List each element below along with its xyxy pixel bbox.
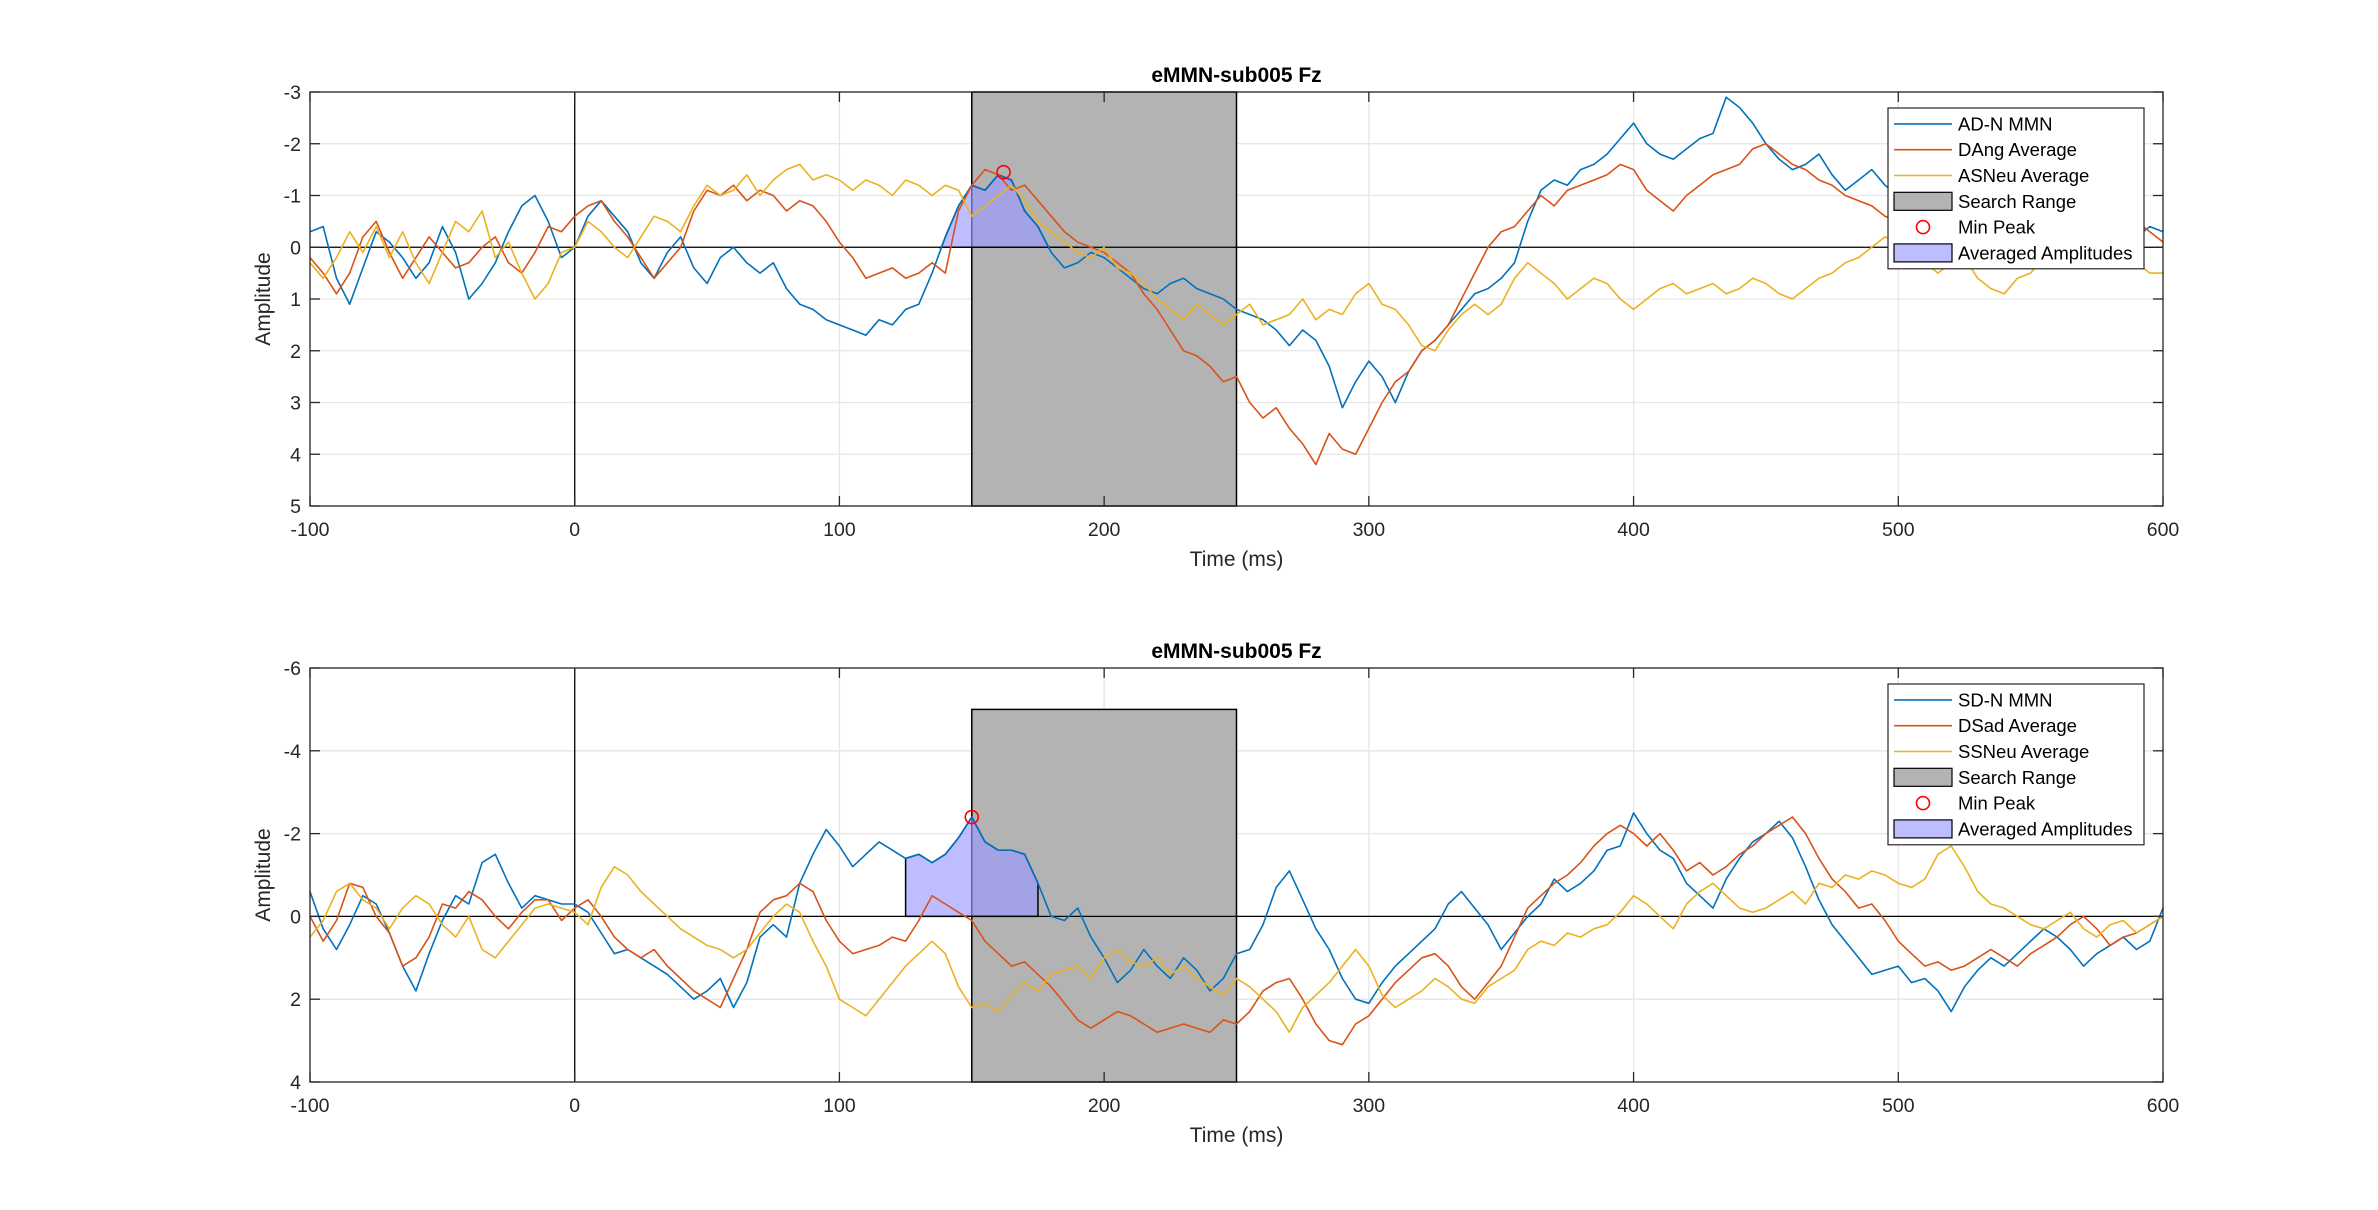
legend-label-series-3: SSNeu Average <box>1958 741 2089 762</box>
y-tick-label: -1 <box>284 186 301 208</box>
y-axis-label: Amplitude <box>252 252 275 345</box>
y-tick-label: 4 <box>290 444 301 466</box>
legend-swatch-search-range <box>1893 191 1953 211</box>
min-peak-marker <box>996 164 1011 180</box>
min-peak-layer <box>964 809 980 825</box>
legend-label-averaged-amplitudes: Averaged Amplitudes <box>1958 242 2133 263</box>
legend-label-search-range: Search Range <box>1958 191 2076 212</box>
y-tick-label: 2 <box>290 341 301 363</box>
x-tick-label: 0 <box>569 519 580 541</box>
legend-label-averaged-amplitudes: Averaged Amplitudes <box>1958 818 2133 839</box>
axes-top: -100 0 100 200 300 400 500 600 -3 -2 -1 0 1 2 3 4 5 eMM… <box>252 64 2179 571</box>
x-tick-label: 400 <box>1617 519 1650 541</box>
x-tick-label: 100 <box>823 1095 856 1117</box>
min-peak-marker <box>964 809 980 825</box>
x-tick-label: -100 <box>290 519 329 541</box>
axes-bottom: -100 0 100 200 300 400 500 600 -6 -4 -2 0 2 4 eMMN-s… <box>252 640 2179 1147</box>
legend-label-series-2: DSad Average <box>1958 715 2077 736</box>
chart-title: eMMN-sub005 Fz <box>1151 64 1321 87</box>
legend-box <box>1887 107 2145 270</box>
legend-swatch-min-peak <box>1915 795 1931 811</box>
series-lines <box>309 96 2164 466</box>
series-line-1 <box>309 812 2164 1013</box>
legend-label-series-2: DAng Average <box>1958 139 2077 160</box>
y-tick-label: 0 <box>290 906 301 928</box>
series-line-3 <box>309 163 2163 352</box>
x-axis-label: Time (ms) <box>1190 548 1284 571</box>
legend: SD-N MMN DSad Average SSNeu Average Sear… <box>1887 683 2145 846</box>
tick-marks <box>309 91 2164 507</box>
search-range-rect <box>971 91 1238 507</box>
x-tick-label: 200 <box>1088 1095 1121 1117</box>
legend-label-series-1: SD-N MMN <box>1958 689 2053 710</box>
x-tick-label: 0 <box>569 1095 580 1117</box>
y-tick-label: -2 <box>284 824 301 846</box>
legend-label-min-peak: Min Peak <box>1958 793 2036 814</box>
x-axis-label: Time (ms) <box>1190 1124 1284 1147</box>
y-tick-label: -3 <box>284 82 301 104</box>
legend-label-min-peak: Min Peak <box>1958 217 2036 238</box>
y-tick-label: -2 <box>284 134 301 156</box>
legend-label-search-range: Search Range <box>1958 767 2076 788</box>
series-line-1 <box>309 96 2164 409</box>
x-tick-label: 100 <box>823 519 856 541</box>
x-tick-label: 300 <box>1353 1095 1386 1117</box>
x-tick-labels: -100 0 100 200 300 400 500 600 <box>290 519 2179 541</box>
x-tick-label: -100 <box>290 1095 329 1117</box>
x-tick-label: 500 <box>1882 1095 1915 1117</box>
series-line-2 <box>309 816 2164 1046</box>
legend-swatch-min-peak <box>1915 219 1931 235</box>
legend-box <box>1887 683 2145 846</box>
x-tick-label: 600 <box>2147 1095 2180 1117</box>
legend-swatch-averaged-amplitudes <box>1893 243 1953 263</box>
series-line-2 <box>309 143 2164 466</box>
y-axis-label: Amplitude <box>252 828 275 921</box>
axes-frame <box>309 667 2164 1083</box>
x-tick-labels: -100 0 100 200 300 400 500 600 <box>290 1095 2179 1117</box>
y-tick-label: -6 <box>284 658 301 680</box>
y-tick-label: 4 <box>290 1072 301 1094</box>
legend-swatch-averaged-amplitudes <box>1893 819 1953 839</box>
legend-label-series-3: ASNeu Average <box>1958 165 2089 186</box>
series-line-3 <box>309 845 2164 1034</box>
y-tick-label: 5 <box>290 496 301 518</box>
chart-title: eMMN-sub005 Fz <box>1151 640 1321 663</box>
min-peak-layer <box>996 164 1011 180</box>
y-tick-labels: -6 -4 -2 0 2 4 <box>284 658 301 1094</box>
legend-swatch-search-range <box>1893 767 1953 787</box>
y-tick-label: -4 <box>284 741 301 763</box>
legend: AD-N MMN DAng Average ASNeu Average Sear… <box>1887 107 2145 270</box>
tick-marks <box>309 667 2164 1083</box>
x-tick-label: 300 <box>1353 519 1386 541</box>
y-tick-label: 1 <box>290 289 301 311</box>
y-tick-label: 0 <box>290 237 301 259</box>
y-tick-labels: -3 -2 -1 0 1 2 3 4 5 <box>284 82 301 518</box>
x-tick-label: 400 <box>1617 1095 1650 1117</box>
y-tick-label: 2 <box>290 989 301 1011</box>
y-tick-label: 3 <box>290 393 301 415</box>
x-tick-label: 500 <box>1882 519 1915 541</box>
search-range-layer <box>971 91 1238 507</box>
legend-label-series-1: AD-N MMN <box>1958 113 2053 134</box>
x-tick-label: 200 <box>1088 519 1121 541</box>
series-lines <box>309 812 2164 1046</box>
x-tick-label: 600 <box>2147 519 2180 541</box>
